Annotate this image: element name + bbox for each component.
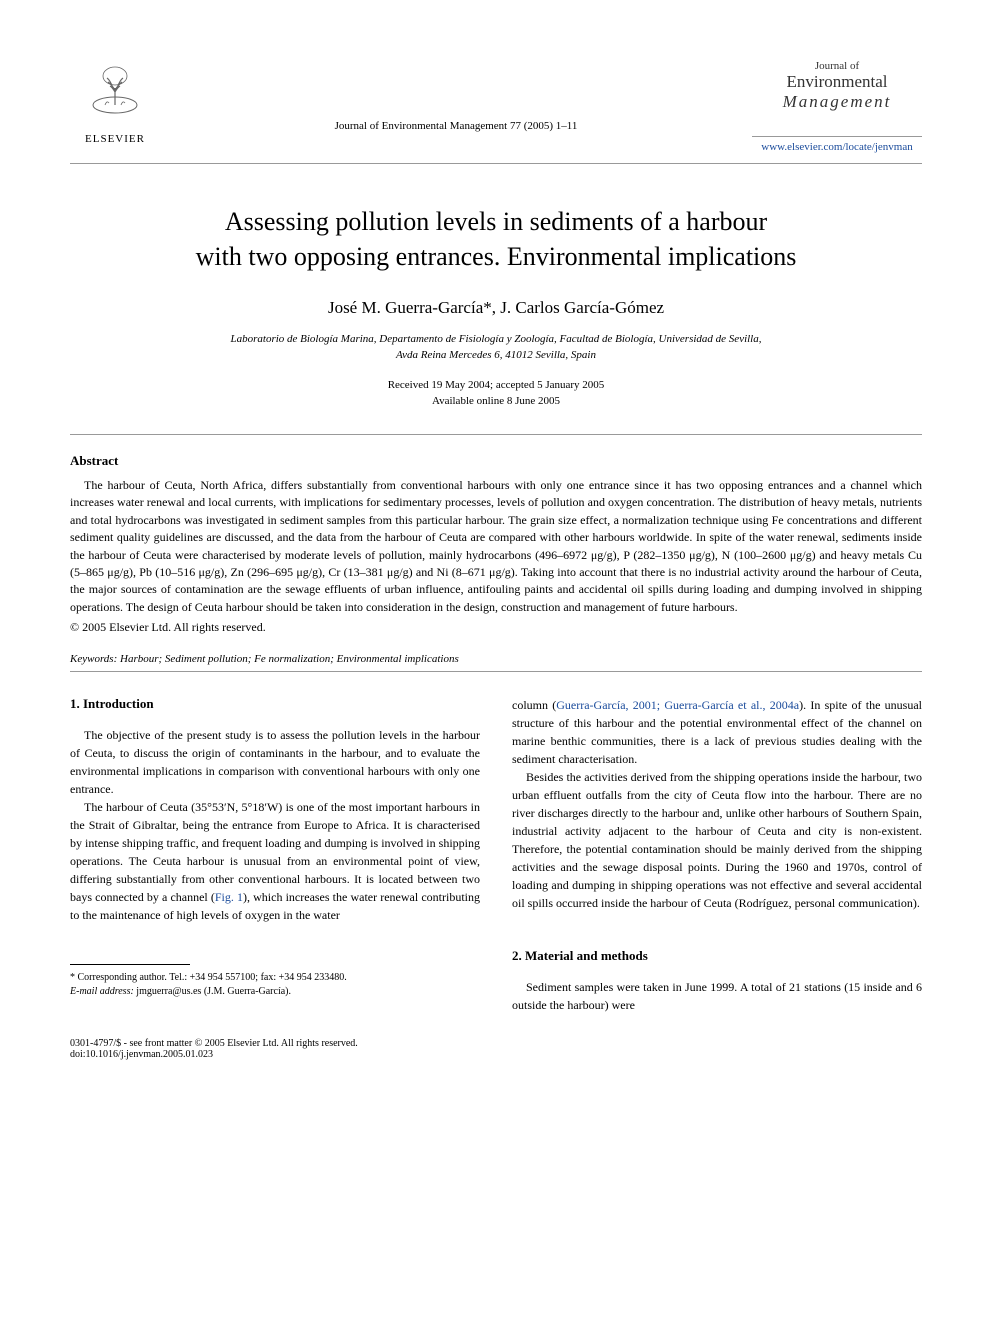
intro-para-3: column (Guerra-García, 2001; Guerra-Garc… — [512, 696, 922, 768]
intro-para-2a: The harbour of Ceuta (35°53′N, 5°18′W) i… — [70, 800, 480, 904]
journal-citation: Journal of Environmental Management 77 (… — [160, 60, 752, 132]
email-label: E-mail address: — [70, 986, 134, 997]
journal-url[interactable]: www.elsevier.com/locate/jenvman — [752, 141, 922, 153]
page-footer: 0301-4797/$ - see front matter © 2005 El… — [70, 1038, 922, 1060]
journal-of-label: Journal of — [752, 60, 922, 72]
email-footnote: E-mail address: jmguerra@us.es (J.M. Gue… — [70, 985, 480, 999]
publisher-name: ELSEVIER — [85, 133, 145, 145]
authors: José M. Guerra-García*, J. Carlos García… — [70, 298, 922, 318]
journal-name-line1: Environmental — [752, 72, 922, 92]
header-divider — [70, 163, 922, 164]
affiliation-line-1: Laboratorio de Biología Marina, Departam… — [230, 333, 761, 345]
journal-name-line2: Management — [752, 92, 922, 112]
methods-heading: 2. Material and methods — [512, 948, 922, 964]
footer-issn: 0301-4797/$ - see front matter © 2005 El… — [70, 1038, 358, 1049]
abstract-bottom-divider — [70, 671, 922, 672]
abstract-top-divider — [70, 434, 922, 435]
intro-para-4: Besides the activities derived from the … — [512, 768, 922, 912]
footer-left: 0301-4797/$ - see front matter © 2005 El… — [70, 1038, 358, 1060]
keywords: Keywords: Harbour; Sediment pollution; F… — [70, 653, 922, 665]
received-date: Received 19 May 2004; accepted 5 January… — [388, 379, 605, 391]
intro-para-1: The objective of the present study is to… — [70, 726, 480, 798]
left-column: 1. Introduction The objective of the pre… — [70, 696, 480, 1014]
right-column: column (Guerra-García, 2001; Guerra-Garc… — [512, 696, 922, 1014]
abstract-body: The harbour of Ceuta, North Africa, diff… — [70, 477, 922, 616]
journal-brand: Journal of Environmental Management www.… — [752, 60, 922, 153]
footnote-divider — [70, 964, 190, 965]
abstract-copyright: © 2005 Elsevier Ltd. All rights reserved… — [70, 620, 922, 635]
keywords-label: Keywords: — [70, 653, 117, 665]
brand-divider — [752, 136, 922, 137]
affiliation: Laboratorio de Biología Marina, Departam… — [70, 332, 922, 363]
methods-para-1: Sediment samples were taken in June 1999… — [512, 978, 922, 1014]
affiliation-line-2: Avda Reina Mercedes 6, 41012 Sevilla, Sp… — [396, 349, 596, 361]
email-value: jmguerra@us.es (J.M. Guerra-García). — [134, 986, 291, 997]
page-header: ELSEVIER Journal of Environmental Manage… — [70, 60, 922, 153]
publisher-logo: ELSEVIER — [70, 60, 160, 145]
title-line-2: with two opposing entrances. Environment… — [196, 242, 797, 271]
corresponding-author-footnote: * Corresponding author. Tel.: +34 954 55… — [70, 971, 480, 985]
intro-heading: 1. Introduction — [70, 696, 480, 712]
keywords-text: Harbour; Sediment pollution; Fe normaliz… — [117, 653, 458, 665]
fig-1-link[interactable]: Fig. 1 — [215, 890, 243, 904]
article-dates: Received 19 May 2004; accepted 5 January… — [70, 377, 922, 410]
footer-doi: doi:10.1016/j.jenvman.2005.01.023 — [70, 1049, 358, 1060]
citation-link[interactable]: Guerra-García, 2001; Guerra-García et al… — [556, 698, 799, 712]
body-columns: 1. Introduction The objective of the pre… — [70, 696, 922, 1014]
abstract-heading: Abstract — [70, 453, 922, 469]
available-date: Available online 8 June 2005 — [432, 395, 560, 407]
title-line-1: Assessing pollution levels in sediments … — [225, 207, 767, 236]
intro-para-3a: column ( — [512, 698, 556, 712]
section-spacer — [512, 912, 922, 948]
intro-para-2: The harbour of Ceuta (35°53′N, 5°18′W) i… — [70, 798, 480, 924]
article-title: Assessing pollution levels in sediments … — [70, 204, 922, 274]
elsevier-tree-icon — [85, 60, 145, 129]
